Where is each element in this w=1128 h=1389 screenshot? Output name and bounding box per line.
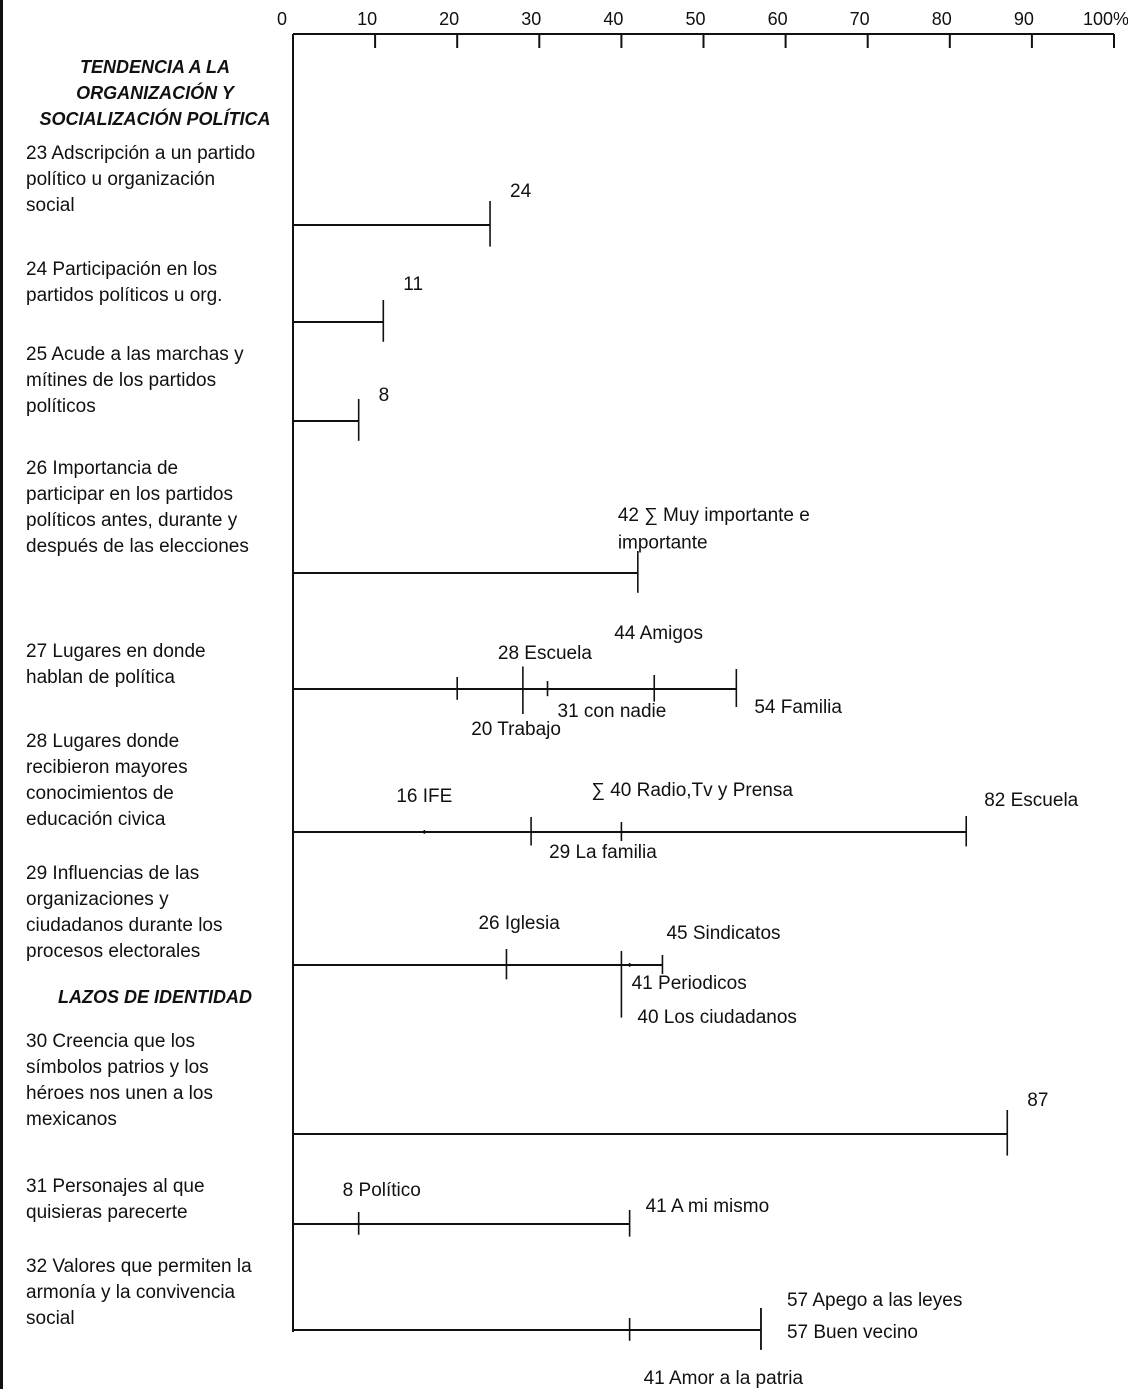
x-tick-label-50: 50	[685, 9, 705, 29]
x-tick-label-40: 40	[603, 9, 623, 29]
item-label-27: 27 Lugares en donde hablan de política	[26, 641, 206, 688]
data-label-30-0: 87	[1027, 1090, 1048, 1111]
data-label-29-3: 45 Sindicatos	[666, 923, 780, 944]
data-label-23-0: 24	[510, 181, 532, 202]
x-tick-label-20: 20	[439, 9, 459, 29]
x-tick-label-70: 70	[850, 9, 870, 29]
section-title-lazos: LAZOS DE IDENTIDAD	[57, 987, 252, 1007]
frame-border	[0, 0, 3, 1389]
x-tick-label-90: 90	[1014, 9, 1034, 29]
item-label-25: 25 Acude a las marchas y mítines de los …	[26, 344, 244, 417]
item-label-31: 31 Personajes al que quisieras parecerte	[26, 1176, 205, 1223]
data-label-27-2: 31 con nadie	[558, 701, 667, 722]
data-label-27-1: 28 Escuela	[498, 643, 592, 664]
x-tick-label-10: 10	[357, 9, 377, 29]
data-label-32-0: 41 Amor a la patria	[644, 1368, 804, 1389]
data-label-32-2: 57 Buen vecino	[787, 1322, 918, 1343]
data-label-28-2: ∑ 40 Radio,Tv y Prensa	[591, 780, 793, 801]
data-label-28-0: 16 IFE	[396, 786, 452, 807]
x-tick-label-0: 0	[277, 9, 287, 29]
x-tick-label-80: 80	[932, 9, 952, 29]
data-label-31-0: 8 Político	[343, 1180, 421, 1201]
data-label-29-0: 26 Iglesia	[478, 913, 560, 934]
data-label-25-0: 8	[379, 385, 390, 406]
item-label-28: 28 Lugares donde recibieron mayores cono…	[26, 731, 188, 830]
x-tick-label-30: 30	[521, 9, 541, 29]
data-label-28-3: 82 Escuela	[984, 790, 1078, 811]
data-label-28-1: 29 La familia	[549, 842, 657, 863]
data-label-27-3: 44 Amigos	[614, 623, 703, 644]
item-label-24: 24 Participación en los partidos polític…	[26, 259, 223, 306]
section-title-tendencia: TENDENCIA A LA ORGANIZACIÓN Y SOCIALIZAC…	[39, 57, 271, 129]
data-label-26-0: 42 ∑ Muy importante e importante	[618, 505, 810, 554]
x-tick-label-60: 60	[768, 9, 788, 29]
item-label-32: 32 Valores que permiten la armonía y la …	[26, 1256, 252, 1329]
item-label-23: 23 Adscripción a un partido político u o…	[26, 143, 256, 216]
item-label-26: 26 Importancia de participar en los part…	[26, 458, 249, 557]
data-label-29-2: 41 Periodicos	[632, 973, 747, 994]
data-label-32-1: 57 Apego a las leyes	[787, 1290, 962, 1311]
data-label-27-0: 20 Trabajo	[471, 719, 561, 740]
x-tick-label-100: 100%	[1083, 9, 1128, 29]
data-label-24-0: 11	[403, 274, 423, 295]
item-label-30: 30 Creencia que los símbolos patrios y l…	[26, 1031, 213, 1130]
data-label-27-4: 54 Familia	[754, 697, 842, 718]
data-label-29-1: 40 Los ciudadanos	[637, 1007, 797, 1028]
item-label-29: 29 Influencias de las organizaciones y c…	[26, 863, 223, 962]
data-label-31-1: 41 A mi mismo	[646, 1196, 770, 1217]
